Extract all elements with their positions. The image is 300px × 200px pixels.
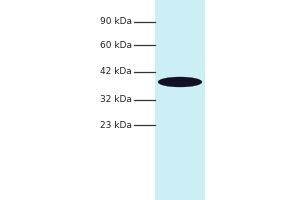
Text: 60 kDa: 60 kDa xyxy=(100,40,132,49)
Bar xyxy=(155,0,205,200)
Text: 90 kDa: 90 kDa xyxy=(100,18,132,26)
Text: 42 kDa: 42 kDa xyxy=(100,68,132,76)
Ellipse shape xyxy=(158,77,202,87)
Text: 23 kDa: 23 kDa xyxy=(100,120,132,130)
Text: 32 kDa: 32 kDa xyxy=(100,96,132,104)
